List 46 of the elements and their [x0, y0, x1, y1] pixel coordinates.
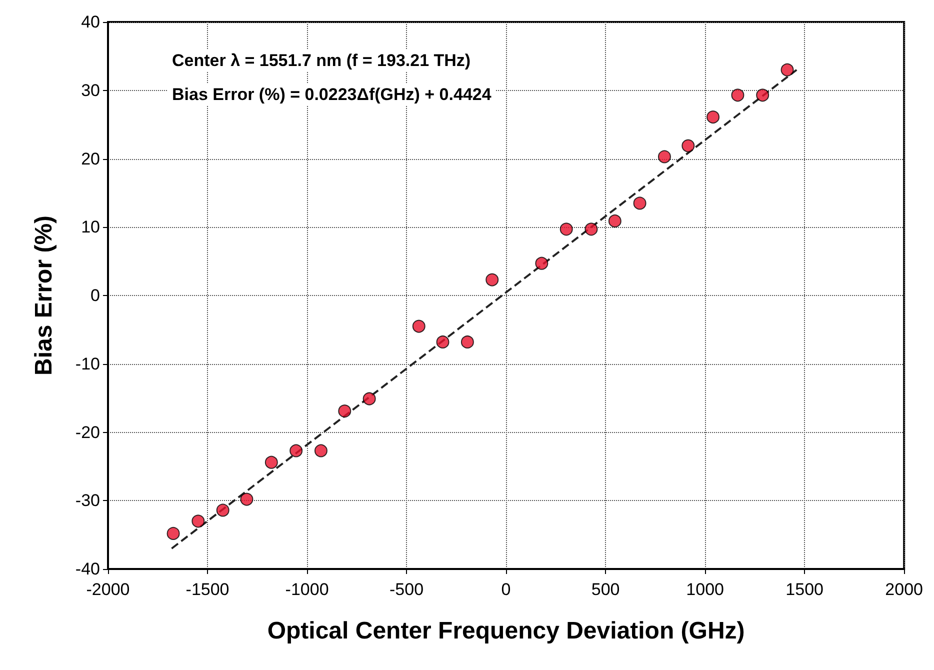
- point: [290, 444, 303, 458]
- x-tick-label: 0: [501, 580, 511, 599]
- y-tick-label: 20: [81, 149, 100, 168]
- point: [682, 139, 695, 152]
- annotation: Center λ = 1551.7 nm (f = 193.21 THz): [172, 51, 471, 70]
- y-tick-label: 0: [90, 286, 100, 305]
- point: [706, 110, 720, 124]
- y-tick-label: -20: [75, 422, 100, 442]
- point: [560, 222, 573, 236]
- point: [264, 456, 278, 469]
- point: [633, 196, 646, 210]
- point: [166, 526, 180, 540]
- x-tick-label: -1500: [186, 580, 230, 599]
- point: [658, 150, 671, 164]
- y-tick-label: -40: [75, 560, 100, 578]
- point: [192, 514, 205, 528]
- point: [608, 214, 622, 228]
- x-tick-label: 1000: [686, 580, 724, 599]
- annotation: Bias Error (%) = 0.0223Δf(GHz) + 0.4424: [172, 85, 492, 104]
- point: [486, 273, 499, 286]
- point: [338, 404, 352, 418]
- point: [460, 336, 474, 348]
- point: [780, 63, 794, 76]
- y-axis-title: Bias Error (%): [30, 215, 58, 376]
- y-tick-label: 10: [81, 218, 100, 237]
- x-tick-label: -500: [390, 580, 424, 599]
- point: [535, 256, 548, 270]
- point: [412, 320, 426, 333]
- x-tick-label: 2000: [885, 580, 924, 599]
- y-tick-label: -10: [75, 354, 100, 374]
- x-tick-label: -2000: [86, 580, 130, 599]
- point: [584, 222, 598, 236]
- y-tick-label: 30: [81, 80, 100, 100]
- point: [216, 504, 230, 517]
- point: [362, 392, 376, 406]
- point: [436, 336, 450, 348]
- point: [756, 88, 770, 102]
- x-axis-title: Optical Center Frequency Deviation (GHz): [267, 618, 745, 644]
- point: [731, 88, 744, 102]
- y-tick-label: -30: [75, 491, 100, 510]
- x-tick-label: -1000: [285, 580, 329, 599]
- point: [314, 444, 328, 458]
- point: [240, 492, 254, 506]
- y-tick-label: 40: [81, 12, 100, 32]
- x-tick-label: 500: [591, 580, 620, 599]
- x-tick-label: 1500: [786, 580, 824, 599]
